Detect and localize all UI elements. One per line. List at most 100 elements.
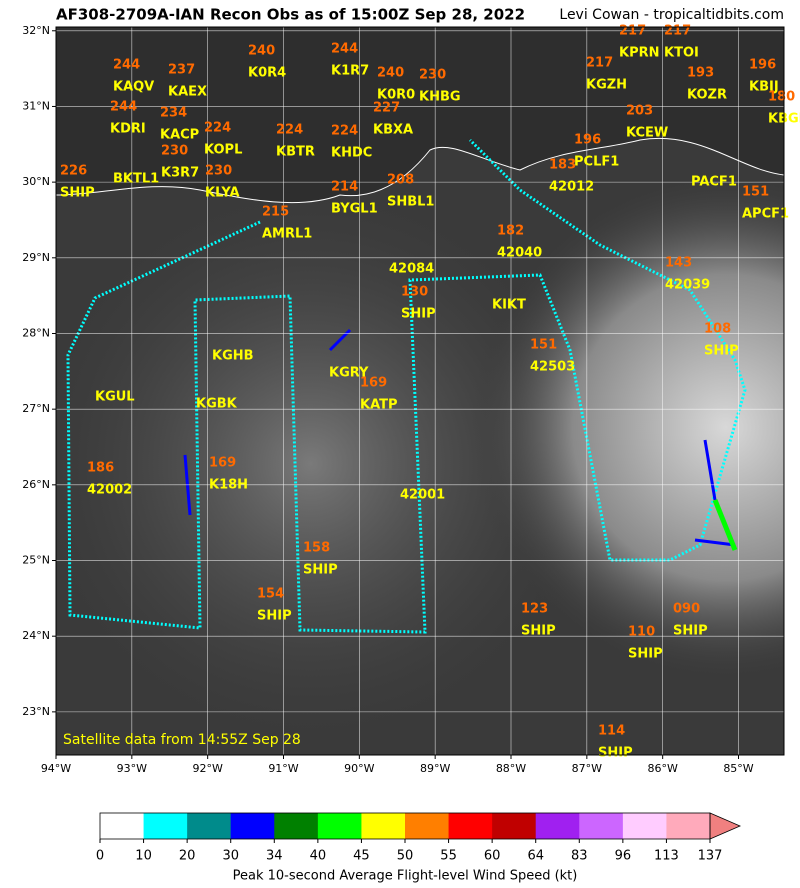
station-value: 114 bbox=[598, 724, 625, 739]
station-id: 42012 bbox=[549, 180, 594, 195]
station-id: KBTR bbox=[276, 145, 315, 160]
station-value: 230 bbox=[419, 68, 446, 83]
satellite-note: Satellite data from 14:55Z Sep 28 bbox=[63, 732, 301, 748]
station-value: 234 bbox=[160, 106, 187, 121]
station-value: 130 bbox=[401, 285, 428, 300]
colorbar: 0 10 20 30 34 40 45 50 55 60 64 83 96 113 137 Peak 10-s… bbox=[96, 812, 742, 884]
station-value: 151 bbox=[742, 185, 769, 200]
station-id: SHBL1 bbox=[387, 195, 434, 210]
station-value: 154 bbox=[257, 587, 284, 602]
colorbar-tick-label: 64 bbox=[527, 849, 544, 864]
title: AF308-2709A-IAN Recon Obs as of 15:00Z S… bbox=[56, 6, 525, 24]
credit: Levi Cowan - tropicaltidbits.com bbox=[559, 7, 784, 23]
colorbar-segment bbox=[274, 813, 319, 839]
station-id: SHIP bbox=[598, 746, 633, 761]
station-id: BYGL1 bbox=[331, 202, 378, 217]
lat-tick-label: 31°N bbox=[22, 99, 50, 112]
colorbar-segment bbox=[187, 813, 232, 839]
station-value: 208 bbox=[387, 173, 414, 188]
colorbar-tick-label: 83 bbox=[571, 849, 588, 864]
lat-tick-label: 23°N bbox=[22, 705, 50, 718]
station-id: SHIP bbox=[521, 624, 556, 639]
station-value: 224 bbox=[331, 124, 358, 139]
station-id: 42002 bbox=[87, 483, 132, 498]
colorbar-segment bbox=[100, 813, 145, 839]
station-id: KPRN bbox=[619, 46, 660, 61]
colorbar-tick-label: 137 bbox=[698, 849, 723, 864]
station-id: KHBG bbox=[419, 90, 461, 105]
station-id: SHIP bbox=[628, 647, 663, 662]
station-value: 193 bbox=[687, 66, 714, 81]
lat-tick-label: 27°N bbox=[22, 402, 50, 415]
station-id: KGBK bbox=[196, 397, 238, 412]
station-id: SHIP bbox=[704, 344, 739, 359]
station-id: KLYA bbox=[205, 186, 240, 201]
station-id: 42084 bbox=[389, 262, 434, 277]
station-id: K0R4 bbox=[248, 66, 286, 81]
station-id: 42039 bbox=[665, 278, 710, 293]
station-id: 42503 bbox=[530, 360, 575, 375]
station-id: PCLF1 bbox=[574, 155, 619, 170]
station-id: KGUL bbox=[95, 390, 135, 405]
station-id: 42040 bbox=[497, 246, 542, 261]
station-value: 108 bbox=[704, 322, 731, 337]
station-value: 143 bbox=[665, 256, 692, 271]
station-value: 203 bbox=[626, 104, 653, 119]
grid bbox=[55, 27, 784, 755]
station-id: KIKT bbox=[492, 298, 526, 313]
station-value: 090 bbox=[673, 602, 700, 617]
station-id: KDRI bbox=[110, 122, 146, 137]
station-id: SHIP bbox=[401, 307, 436, 322]
station-value: 244 bbox=[331, 42, 358, 57]
colorbar-tick-label: 40 bbox=[310, 849, 327, 864]
station-id: K3R7 bbox=[161, 166, 199, 181]
station-id: SHIP bbox=[60, 186, 95, 201]
colorbar-tick-label: 50 bbox=[397, 849, 414, 864]
coastline bbox=[55, 138, 785, 204]
station-id: PACF1 bbox=[691, 175, 737, 190]
colorbar-tick-label: 30 bbox=[222, 849, 239, 864]
lat-tick-label: 24°N bbox=[22, 629, 50, 642]
map-frame bbox=[55, 26, 785, 756]
station-value: 227 bbox=[373, 101, 400, 116]
station-id: BKTL1 bbox=[113, 172, 159, 187]
lat-tick-label: 30°N bbox=[22, 175, 50, 188]
station-value: 182 bbox=[497, 224, 524, 239]
station-value: 240 bbox=[248, 44, 275, 59]
colorbar-segment bbox=[666, 813, 711, 839]
lon-tick-label: 91°W bbox=[268, 762, 298, 775]
colorbar-label: Peak 10-second Average Flight-level Wind… bbox=[233, 869, 578, 884]
station-value: 169 bbox=[209, 456, 236, 471]
station-id: KOZR bbox=[687, 88, 727, 103]
lon-tick-label: 86°W bbox=[647, 762, 677, 775]
stations: 244 KAQV 237 KAEX 240 K0R4 244 K1R7 240 K0R0 230 KH… bbox=[60, 24, 800, 761]
colorbar-segment bbox=[535, 813, 580, 839]
colorbar-tick-label: 113 bbox=[654, 849, 679, 864]
flight-track bbox=[66, 138, 747, 634]
station-id: SHIP bbox=[303, 563, 338, 578]
station-id: K0R0 bbox=[377, 88, 415, 103]
station-id: KBXA bbox=[373, 123, 413, 138]
station-value: 110 bbox=[628, 625, 655, 640]
colorbar-tick-label: 20 bbox=[179, 849, 196, 864]
colorbar-segment bbox=[622, 813, 667, 839]
station-id: KHDC bbox=[331, 146, 372, 161]
station-value: 230 bbox=[205, 164, 232, 179]
station-value: 224 bbox=[204, 121, 231, 136]
colorbar-segment bbox=[492, 813, 537, 839]
station-value: 217 bbox=[586, 56, 613, 71]
station-id: KACP bbox=[160, 128, 199, 143]
lon-tick-label: 94°W bbox=[41, 762, 71, 775]
station-value: 217 bbox=[664, 24, 691, 39]
lon-tick-label: 87°W bbox=[572, 762, 602, 775]
colorbar-tick-label: 60 bbox=[484, 849, 501, 864]
colorbar-segment bbox=[579, 813, 624, 839]
station-value: 215 bbox=[262, 205, 289, 220]
lon-tick-label: 93°W bbox=[117, 762, 147, 775]
lat-tick-label: 32°N bbox=[22, 24, 50, 37]
station-value: 151 bbox=[530, 338, 557, 353]
station-value: 224 bbox=[276, 123, 303, 138]
station-id: KGHB bbox=[212, 349, 254, 364]
station-id: 42001 bbox=[400, 488, 445, 503]
